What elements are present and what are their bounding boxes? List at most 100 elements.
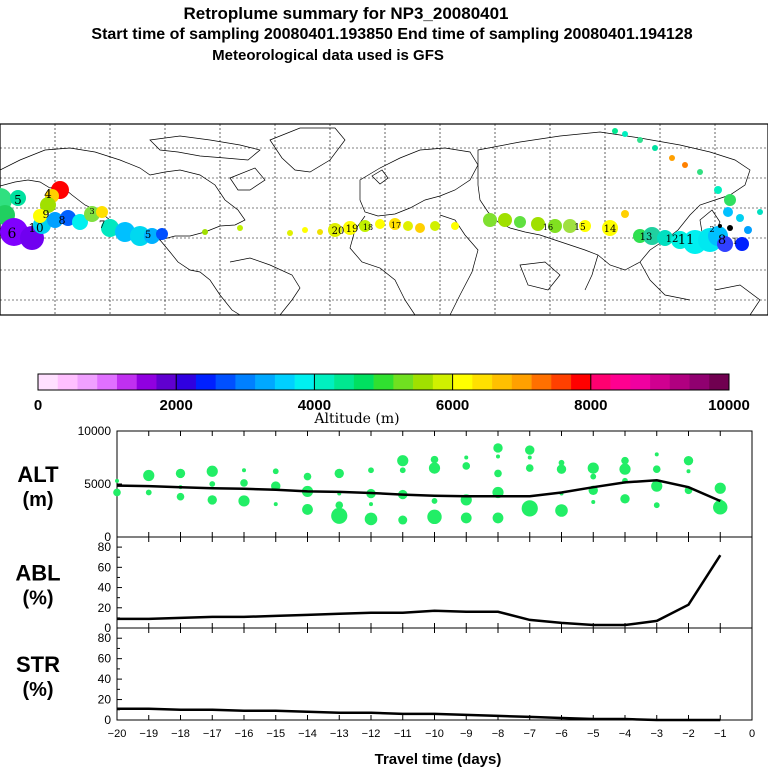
colorbar-tick-label: 2000 [160, 397, 193, 414]
alt-scatter-point [496, 454, 500, 459]
colorbar-swatch [511, 374, 532, 390]
trajectory-day-label: 6 [8, 226, 17, 242]
plume-marker [72, 214, 88, 230]
plot-title: Retroplume summary for NP3_20080401 [183, 4, 509, 23]
alt-scatter-point [431, 498, 438, 504]
plume-marker [637, 137, 643, 143]
plume-marker [430, 221, 440, 231]
trajectory-day-label: 11 [678, 233, 695, 248]
colorbar-swatch [689, 374, 710, 390]
plume-marker [483, 213, 497, 227]
colorbar-swatch [38, 374, 59, 390]
y-tick-label: 60 [98, 652, 112, 666]
x-tick-label: −14 [298, 728, 317, 740]
colorbar-swatch [373, 374, 394, 390]
y-axis-unit: (%) [22, 588, 53, 610]
plume-marker [514, 216, 526, 228]
plume-marker [40, 197, 56, 213]
colorbar-swatch [551, 374, 572, 390]
plume-marker [682, 162, 688, 168]
x-tick-label: −15 [266, 728, 285, 740]
trajectory-day-label: 20 [332, 226, 345, 237]
plume-marker [317, 229, 323, 235]
plume-marker [10, 190, 26, 206]
colorbar-swatch [274, 374, 295, 390]
colorbar-swatch [334, 374, 355, 390]
plume-marker [622, 131, 628, 137]
x-tick-label: −8 [492, 728, 505, 740]
alt-scatter-point [462, 462, 471, 470]
colorbar-label: Altitude (m) [313, 411, 399, 427]
trajectory-day-label: 14 [604, 224, 617, 235]
y-tick-label: 20 [98, 693, 112, 707]
alt-scatter-point [398, 515, 408, 525]
plume-marker [757, 209, 763, 215]
alt-scatter-point [464, 455, 469, 460]
plume-marker [375, 219, 385, 229]
y-axis-unit: (%) [22, 679, 53, 701]
plume-marker [415, 223, 425, 233]
x-axis-label: Travel time (days) [375, 751, 502, 768]
plume-marker [359, 220, 371, 232]
alt-scatter-point [302, 504, 313, 515]
panel-frame [116, 536, 753, 629]
alt-scatter-point [207, 495, 217, 505]
colorbar-swatch [393, 374, 414, 390]
y-tick-label: 0 [104, 530, 111, 544]
panel-alt: 10000 5000 0 ALT(m) [17, 424, 753, 544]
alt-scatter-point [273, 502, 278, 507]
alt-scatter-point [620, 494, 630, 504]
colorbar-swatch [709, 374, 730, 390]
x-tick-label: −13 [330, 728, 349, 740]
plume-marker [389, 218, 401, 230]
alt-scatter-point [713, 500, 728, 515]
met-data-line: Meteorological data used is GFS [212, 47, 444, 64]
plume-marker [302, 227, 308, 233]
alt-scatter-point [145, 489, 152, 496]
alt-scatter-point [590, 473, 597, 480]
x-tick-label: −5 [587, 728, 600, 740]
plume-marker [237, 225, 243, 231]
alt-scatter-point [335, 501, 344, 510]
alt-scatter-point [428, 462, 441, 474]
plume-marker [633, 229, 647, 243]
time-series-panels: 1000050000ALT(m)806040200ABL(%)806040200… [15, 424, 755, 740]
plume-marker [736, 214, 744, 222]
colorbar-swatch [195, 374, 216, 390]
alt-scatter-point [364, 512, 378, 526]
alt-scatter-point [619, 463, 631, 475]
y-tick-label: 5000 [84, 477, 111, 491]
trajectory-day-label: 4 [44, 187, 52, 201]
alt-scatter-point [143, 469, 155, 482]
plume-marker [652, 145, 658, 151]
alt-scatter-point [427, 509, 442, 525]
alt-scatter-point [175, 468, 186, 479]
alt-scatter-point [621, 456, 629, 465]
trajectory-day-label: 18 [363, 223, 373, 232]
map-frame [0, 123, 768, 316]
trajectory-day-label: 2 [709, 225, 714, 234]
alt-scatter-point [397, 455, 409, 467]
sampling-times: Start time of sampling 20080401.193850 E… [91, 26, 693, 43]
plume-marker [47, 212, 63, 228]
y-tick-label: 0 [104, 713, 111, 727]
x-tick-label: −4 [619, 728, 632, 740]
colorbar-swatch [590, 374, 611, 390]
colorbar-swatch [235, 374, 256, 390]
x-tick-label: −18 [171, 728, 190, 740]
alt-scatter-point [653, 502, 660, 509]
plume-marker [343, 221, 357, 235]
plume-marker [202, 229, 208, 235]
trajectory-day-label: 5 [14, 193, 22, 207]
plume-marker [451, 222, 459, 230]
trajectory-day-label: 12 [666, 234, 679, 245]
plume-marker [548, 219, 562, 233]
alt-scatter-point [652, 465, 661, 473]
y-tick-label: 40 [98, 581, 112, 595]
colorbar-swatch [630, 374, 651, 390]
y-axis-label: STR [16, 652, 60, 677]
alt-scatter-point [368, 467, 374, 474]
trajectory-day-label: 1 [732, 237, 737, 246]
plume-marker [328, 223, 342, 237]
plume-marker [602, 220, 618, 236]
